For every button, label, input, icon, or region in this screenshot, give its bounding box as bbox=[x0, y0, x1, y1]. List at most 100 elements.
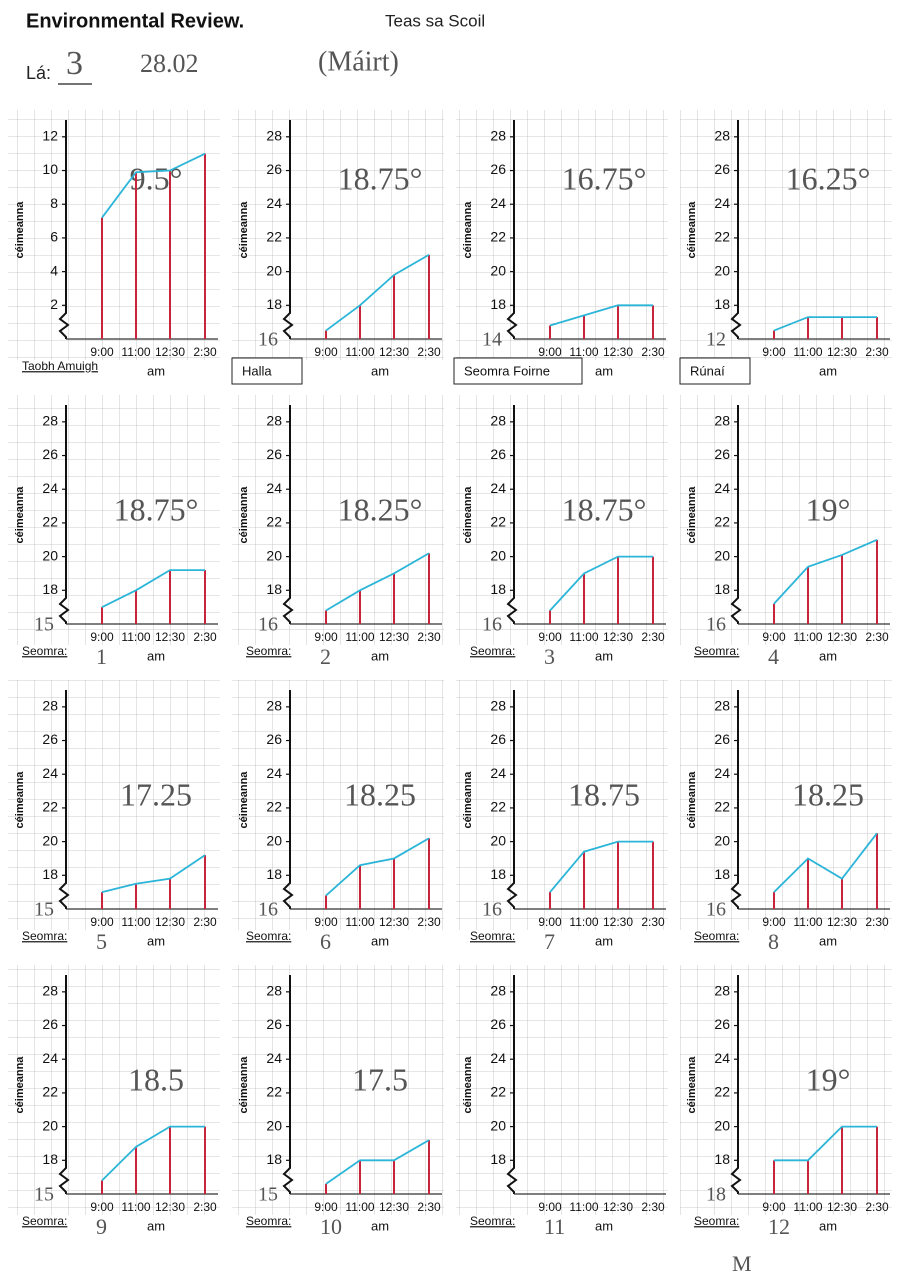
y-axis-label: céimeanna bbox=[462, 486, 474, 544]
y-tick-label: 20 bbox=[42, 1117, 58, 1133]
y-tick-label: 26 bbox=[490, 446, 506, 462]
x-axis-label: am bbox=[595, 1218, 613, 1233]
y-tick-label: 24 bbox=[490, 765, 506, 781]
x-tick-label: 11:00 bbox=[793, 1200, 822, 1214]
x-tick-label: 12:30 bbox=[379, 915, 409, 929]
room-label: Seomra: bbox=[470, 644, 515, 658]
y-tick-label: 26 bbox=[42, 731, 58, 747]
reading-annotation: 18.75 bbox=[568, 776, 640, 812]
x-tick-label: 2:30 bbox=[417, 915, 441, 929]
y-tick-label: 26 bbox=[266, 1016, 282, 1032]
y-tick-label: 22 bbox=[490, 799, 506, 815]
y-tick-label: 20 bbox=[42, 832, 58, 848]
y-tick-label: 18 bbox=[42, 1151, 58, 1167]
y-tick-label: 28 bbox=[714, 983, 730, 999]
reading-annotation: 16.25° bbox=[786, 160, 871, 196]
x-tick-label: 11:00 bbox=[345, 1200, 374, 1214]
y-axis bbox=[282, 120, 294, 339]
y-tick-label: 24 bbox=[266, 195, 282, 211]
y-tick-label: 28 bbox=[490, 698, 506, 714]
temperature-line bbox=[325, 837, 430, 897]
y-tick-label: 24 bbox=[714, 1050, 730, 1066]
y-tick-label: 24 bbox=[266, 480, 282, 496]
axis-base-note: 18 bbox=[706, 1184, 726, 1206]
y-tick-label: 26 bbox=[42, 1016, 58, 1032]
y-axis bbox=[730, 120, 742, 339]
reading-annotation: 19° bbox=[806, 491, 851, 527]
y-axis-label: céimeanna bbox=[238, 201, 250, 259]
y-tick-label: 20 bbox=[714, 832, 730, 848]
reading-annotation: 18.75° bbox=[114, 491, 199, 527]
y-tick-label: 24 bbox=[42, 1050, 58, 1066]
room-label: Seomra: bbox=[246, 644, 291, 658]
x-tick-label: 12:30 bbox=[827, 1200, 857, 1214]
temperature-line bbox=[549, 304, 653, 327]
room-label: Seomra: bbox=[22, 929, 67, 943]
y-tick-label: 12 bbox=[42, 128, 58, 144]
temperature-line bbox=[773, 538, 878, 605]
y-axis-label: céimeanna bbox=[14, 771, 26, 829]
graph-paper bbox=[680, 395, 892, 645]
y-tick-label: 26 bbox=[490, 731, 506, 747]
y-tick-label: 22 bbox=[490, 514, 506, 530]
room-label: Taobh Amuigh bbox=[22, 359, 98, 373]
y-tick-label: 26 bbox=[714, 446, 730, 462]
y-tick-label: 10 bbox=[42, 161, 58, 177]
day-label: Lá: bbox=[26, 63, 51, 83]
temperature-line bbox=[325, 253, 430, 332]
y-axis bbox=[58, 405, 70, 624]
axis-base-note: 12 bbox=[706, 329, 726, 351]
y-tick-label: 4 bbox=[50, 262, 58, 278]
temperature-line bbox=[325, 1139, 430, 1185]
y-axis-label: céimeanna bbox=[462, 771, 474, 829]
y-tick-label: 18 bbox=[266, 1151, 282, 1167]
y-axis-label: céimeanna bbox=[462, 1056, 474, 1114]
room-number: 11 bbox=[544, 1214, 565, 1239]
graph-paper bbox=[456, 680, 668, 930]
reading-annotation: 18.75° bbox=[338, 160, 423, 196]
y-tick-label: 24 bbox=[42, 480, 58, 496]
graph-paper bbox=[8, 395, 220, 645]
graph-paper bbox=[680, 965, 892, 1215]
x-tick-label: 11:00 bbox=[345, 630, 374, 644]
y-tick-label: 24 bbox=[490, 1050, 506, 1066]
temperature-line bbox=[549, 555, 653, 612]
axis-base-note: 15 bbox=[34, 614, 54, 636]
graph-paper bbox=[456, 965, 668, 1215]
y-tick-label: 22 bbox=[714, 799, 730, 815]
y-tick-label: 18 bbox=[42, 581, 58, 597]
room-label: Rúnaí bbox=[690, 363, 725, 378]
y-tick-label: 26 bbox=[714, 161, 730, 177]
x-tick-label: 12:30 bbox=[379, 345, 409, 359]
x-tick-label: 11:00 bbox=[793, 345, 822, 359]
y-axis-label: céimeanna bbox=[238, 1056, 250, 1114]
y-tick-label: 18 bbox=[42, 866, 58, 882]
y-tick-label: 8 bbox=[50, 195, 58, 211]
room-label: Seomra: bbox=[470, 1214, 515, 1228]
x-tick-label: 12:30 bbox=[379, 1200, 409, 1214]
room-number: 4 bbox=[768, 644, 779, 669]
room-label-box bbox=[679, 357, 751, 385]
y-tick-label: 18 bbox=[266, 581, 282, 597]
y-tick-label: 20 bbox=[714, 1117, 730, 1133]
graph-paper bbox=[8, 965, 220, 1215]
y-axis bbox=[506, 690, 518, 909]
room-number: 6 bbox=[320, 929, 331, 954]
y-axis-label: céimeanna bbox=[238, 771, 250, 829]
y-tick-label: 28 bbox=[714, 698, 730, 714]
room-number: 9 bbox=[96, 1214, 107, 1239]
y-axis bbox=[58, 690, 70, 909]
footer-mark: M bbox=[732, 1251, 752, 1276]
y-tick-label: 28 bbox=[714, 413, 730, 429]
x-axis-label: am bbox=[371, 1218, 389, 1233]
x-tick-label: 2:30 bbox=[865, 345, 889, 359]
x-axis-label: am bbox=[371, 648, 389, 663]
y-tick-label: 20 bbox=[266, 1117, 282, 1133]
reading-annotation: 16.75° bbox=[562, 160, 647, 196]
day-value: 3 bbox=[66, 45, 83, 82]
x-tick-label: 12:30 bbox=[603, 345, 633, 359]
title: Environmental Review. bbox=[26, 10, 244, 32]
x-tick-label: 12:30 bbox=[603, 630, 633, 644]
graph-paper bbox=[680, 110, 892, 360]
